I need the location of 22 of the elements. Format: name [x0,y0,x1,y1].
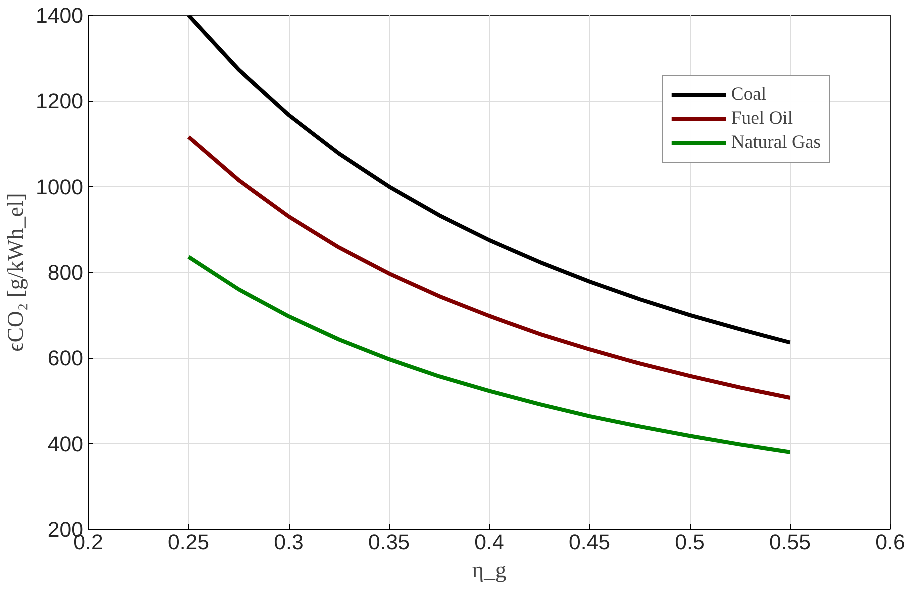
x-tick-label: 0.6 [876,530,906,554]
y-tick-label: 1200 [36,90,84,114]
legend-label: Coal [731,84,767,106]
y-axis-title: ϵCO₂ [g/kWh_el] [3,193,28,352]
y-tick-label: 800 [48,261,84,285]
x-tick-label: 0.55 [769,530,812,554]
y-tick-label: 1400 [36,4,84,28]
x-tick-label: 0.45 [568,530,611,554]
y-tick-label: 1000 [36,175,84,200]
legend-label: Natural Gas [731,132,821,154]
legend-label: Fuel Oil [731,108,794,130]
x-axis-title: η_g [472,558,507,582]
x-tick-label: 0.35 [368,530,410,554]
line-series [186,255,792,454]
x-tick-label: 0.3 [274,530,304,554]
x-tick-label: 0.4 [474,530,504,554]
line-series [186,16,792,345]
y-tick-label: 400 [48,432,84,456]
line-series [186,135,792,400]
x-tick-label: 0.25 [168,530,210,554]
x-tick-label: 0.5 [675,530,705,554]
y-tick-label: 600 [48,346,84,371]
